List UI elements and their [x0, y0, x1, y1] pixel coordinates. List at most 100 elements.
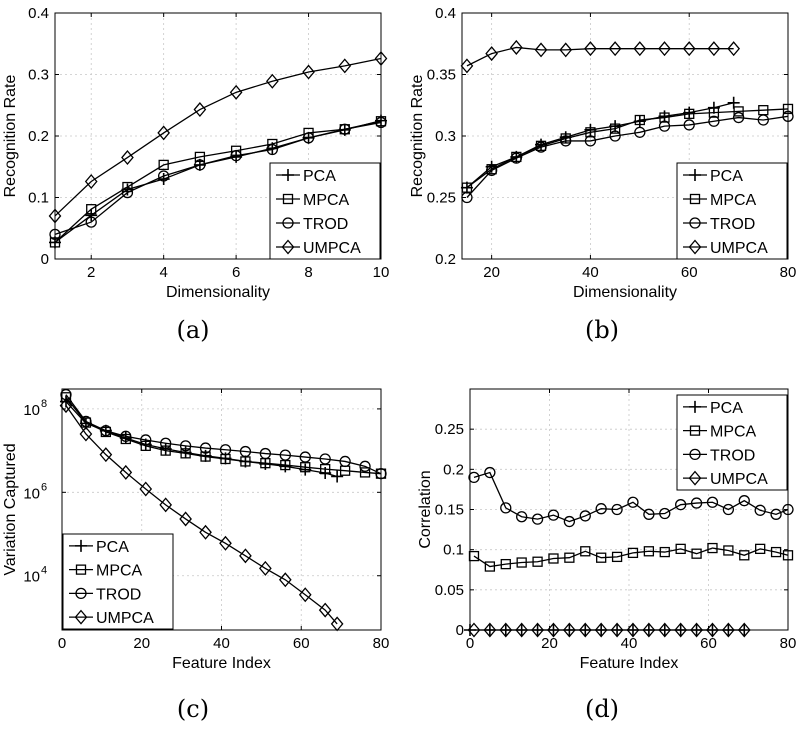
data-point [659, 507, 671, 520]
x-axis-label: Dimensionality [573, 284, 677, 301]
data-point [48, 208, 62, 224]
data-point [79, 426, 93, 442]
data-point [627, 496, 639, 508]
data-point [199, 442, 212, 454]
data-point [84, 174, 98, 190]
legend-marker [689, 217, 701, 229]
x-tick-label: 60 [700, 635, 717, 652]
y-tick-label: 0.2 [435, 251, 456, 268]
data-point [468, 471, 480, 484]
y-tick-label: 0.05 [435, 582, 464, 599]
legend-marker [75, 564, 87, 575]
data-point [634, 126, 646, 138]
x-tick-label: 6 [232, 264, 240, 281]
y-tick-label-exponent: 4 [41, 565, 47, 577]
data-point [634, 114, 645, 126]
data-point [467, 622, 481, 638]
data-point [722, 503, 735, 516]
x-tick-label: 0 [58, 635, 66, 652]
data-point [727, 41, 741, 57]
x-axis-label: Dimensionality [166, 284, 270, 301]
data-point [737, 622, 751, 638]
series-line [54, 121, 382, 236]
legend-marker [689, 169, 701, 181]
series-umpca [59, 398, 344, 632]
data-point [739, 550, 750, 561]
y-axis-label: Recognition Rate [409, 75, 426, 198]
data-point [230, 150, 242, 162]
series-trod [468, 466, 794, 528]
data-point [278, 572, 292, 588]
data-point [596, 552, 607, 563]
data-point [302, 64, 315, 80]
data-point [85, 216, 97, 228]
data-point [658, 41, 671, 57]
y-axis-label: Variation Captured [2, 443, 19, 575]
data-point [179, 511, 192, 527]
data-point [484, 561, 496, 572]
data-point [229, 84, 243, 100]
y-tick-label: 0 [456, 622, 464, 639]
data-point [770, 508, 782, 520]
data-point [585, 127, 596, 138]
data-point [515, 622, 529, 638]
data-point [675, 543, 686, 555]
y-axis-label: Correlation [417, 470, 434, 548]
data-point [319, 453, 331, 465]
x-tick-label: 8 [304, 264, 312, 281]
data-point [559, 42, 573, 58]
legend-entry: PCA [710, 168, 743, 185]
data-point [359, 467, 371, 478]
data-point [199, 524, 212, 540]
x-axis-label: Feature Index [172, 655, 271, 672]
y-tick-label: 0.2 [443, 461, 464, 478]
data-point [659, 112, 670, 123]
data-point [675, 499, 687, 511]
data-point [100, 425, 112, 437]
series-trod [49, 116, 387, 241]
y-tick-label: 0.1 [28, 190, 49, 207]
data-point [200, 451, 211, 462]
data-point [500, 558, 511, 570]
x-axis-label: Feature Index [580, 655, 679, 672]
panel-caption: (a) [176, 316, 209, 344]
legend-entry: PCA [96, 539, 129, 556]
data-point [140, 434, 152, 446]
series-trod [60, 388, 387, 480]
data-point [782, 103, 794, 115]
data-point [219, 444, 232, 456]
legend-entry: MPCA [303, 192, 350, 209]
data-point [193, 102, 207, 118]
y-tick-label: 0.4 [435, 5, 456, 22]
data-point [485, 164, 498, 177]
legend-entry: UMPCA [303, 240, 361, 257]
data-point [633, 41, 647, 57]
data-point [658, 622, 672, 638]
y-tick-label-exponent: 8 [41, 398, 47, 410]
data-point [684, 108, 695, 120]
series-trod [461, 110, 794, 204]
data-point [548, 553, 559, 564]
x-tick-label: 40 [621, 635, 638, 652]
x-tick-label: 0 [466, 635, 474, 652]
legend-entry: UMPCA [96, 610, 154, 627]
data-point [331, 470, 344, 483]
data-point [690, 622, 703, 638]
data-point [563, 622, 576, 638]
data-point [259, 560, 272, 576]
legend: PCA MPCA TROD UMPCA [269, 162, 381, 260]
data-point [158, 170, 170, 182]
legend-entry: MPCA [710, 424, 757, 441]
y-tick-label-exponent: 6 [41, 481, 47, 493]
data-point [782, 110, 794, 122]
y-tick-label: 10 [23, 569, 40, 586]
x-tick-label: 4 [159, 264, 167, 281]
data-point [611, 503, 623, 516]
data-point [547, 509, 560, 521]
series-mpca [468, 542, 794, 572]
data-point [160, 445, 171, 456]
panel-caption: (d) [585, 695, 619, 723]
data-point [180, 448, 191, 459]
series-line [473, 547, 789, 568]
data-point [532, 556, 543, 567]
